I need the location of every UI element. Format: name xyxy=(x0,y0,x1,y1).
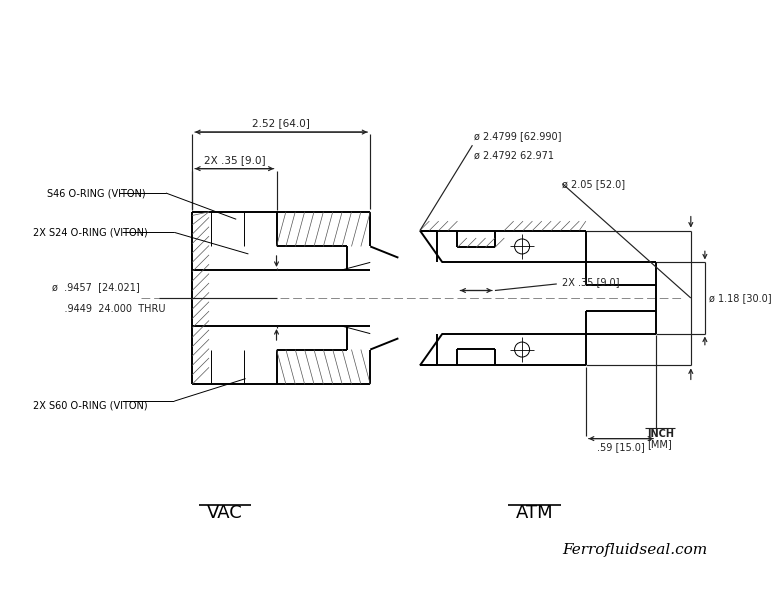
Text: ATM: ATM xyxy=(516,504,553,522)
Text: 2X .35 [9.0]: 2X .35 [9.0] xyxy=(563,277,620,287)
Text: ø  .9457  [24.021]: ø .9457 [24.021] xyxy=(52,283,139,293)
Text: 2X .35 [9.0]: 2X .35 [9.0] xyxy=(204,155,265,165)
Text: [MM]: [MM] xyxy=(647,439,672,449)
Text: .59 [15.0]: .59 [15.0] xyxy=(597,442,645,452)
Text: ø 2.05 [52.0]: ø 2.05 [52.0] xyxy=(563,179,625,189)
Text: ø 2.4799 [62.990]: ø 2.4799 [62.990] xyxy=(474,132,562,141)
Text: 2.52 [64.0]: 2.52 [64.0] xyxy=(252,119,310,128)
Text: 2X S60 O-RING (VITON): 2X S60 O-RING (VITON) xyxy=(32,401,147,411)
Text: ø 2.4792 62.971: ø 2.4792 62.971 xyxy=(474,151,554,161)
Text: Ferrofluidseal.com: Ferrofluidseal.com xyxy=(563,543,708,557)
Text: INCH: INCH xyxy=(647,429,674,439)
Text: VAC: VAC xyxy=(207,504,243,522)
Text: ø 1.18 [30.0]: ø 1.18 [30.0] xyxy=(709,293,771,303)
Text: .9449  24.000  THRU: .9449 24.000 THRU xyxy=(52,303,165,313)
Text: S46 O-RING (VITON): S46 O-RING (VITON) xyxy=(47,188,145,198)
Text: 2X S24 O-RING (VITON): 2X S24 O-RING (VITON) xyxy=(32,228,147,237)
